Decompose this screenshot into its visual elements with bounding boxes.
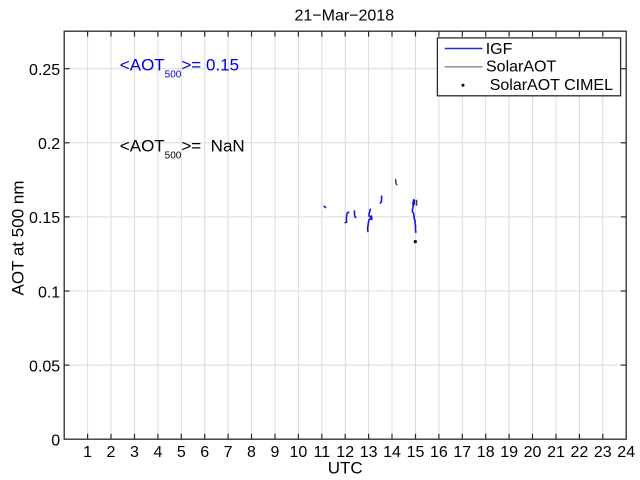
svg-text:0: 0	[51, 433, 60, 450]
svg-text:UTC: UTC	[328, 458, 363, 477]
svg-text:17: 17	[453, 444, 471, 461]
svg-text:12: 12	[336, 444, 354, 461]
svg-text:13: 13	[360, 444, 378, 461]
svg-text:24: 24	[617, 444, 635, 461]
svg-text:0.05: 0.05	[29, 358, 60, 375]
svg-text:16: 16	[430, 444, 448, 461]
svg-text:21: 21	[547, 444, 565, 461]
svg-text:14: 14	[383, 444, 401, 461]
svg-text:0.25: 0.25	[29, 62, 60, 79]
svg-text:SolarAOT CIMEL: SolarAOT CIMEL	[490, 77, 613, 94]
svg-text:5: 5	[177, 444, 186, 461]
svg-text:6: 6	[200, 444, 209, 461]
svg-text:21−Mar−2018: 21−Mar−2018	[294, 8, 394, 25]
svg-text:11: 11	[313, 444, 330, 461]
svg-text:23: 23	[594, 444, 612, 461]
svg-text:9: 9	[271, 444, 280, 461]
svg-text:0.2: 0.2	[38, 136, 60, 153]
svg-text:3: 3	[130, 444, 139, 461]
svg-text:10: 10	[290, 444, 308, 461]
svg-text:4: 4	[153, 444, 162, 461]
svg-text:20: 20	[524, 444, 542, 461]
svg-text:2: 2	[107, 444, 116, 461]
svg-text:SolarAOT: SolarAOT	[486, 59, 556, 76]
svg-text:22: 22	[571, 444, 589, 461]
svg-text:7: 7	[224, 444, 233, 461]
svg-text:15: 15	[407, 444, 425, 461]
svg-text:AOT at 500 nm: AOT at 500 nm	[9, 181, 28, 296]
svg-text:8: 8	[247, 444, 256, 461]
svg-text:IGF: IGF	[486, 41, 513, 58]
svg-text:19: 19	[500, 444, 518, 461]
svg-text:0.1: 0.1	[38, 284, 60, 301]
svg-text:18: 18	[477, 444, 495, 461]
svg-text:1: 1	[83, 444, 92, 461]
svg-text:0.15: 0.15	[29, 210, 60, 227]
